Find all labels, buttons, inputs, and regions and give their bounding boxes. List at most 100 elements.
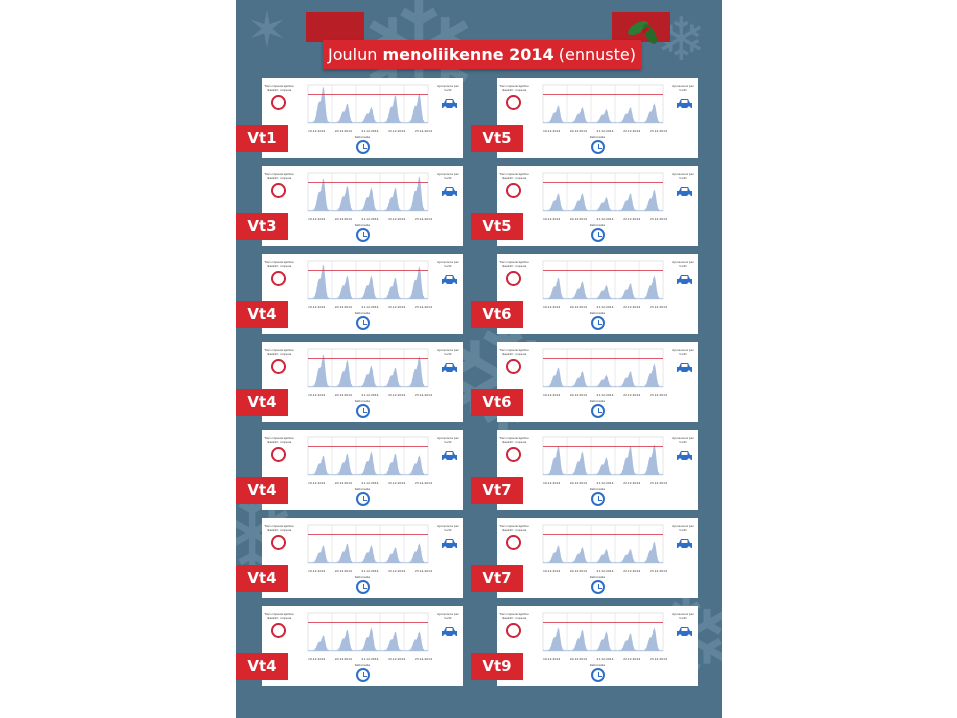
car-icon <box>677 99 692 110</box>
road-card: Tien nopeusrajoitus /keskim. nopeus Ajon… <box>497 518 698 598</box>
date-tick: 20.12.2014 <box>569 569 587 573</box>
left-axis-label: Tien nopeusrajoitus /keskim. nopeus <box>499 84 529 92</box>
traffic-chart <box>542 524 664 564</box>
road-label: Vt4 <box>236 301 288 328</box>
clock-icon <box>590 228 605 242</box>
date-tick: 22.12.2014 <box>623 481 641 485</box>
road-label: Vt9 <box>471 653 523 680</box>
x-axis-label: Kellonaika <box>589 575 606 579</box>
right-axis-label: Ajoneuvoa per tunti <box>437 84 459 92</box>
date-tick: 19.12.2014 <box>543 393 561 397</box>
date-tick: 20.12.2014 <box>569 481 587 485</box>
traffic-chart <box>542 84 664 124</box>
speedometer-icon <box>506 95 521 110</box>
left-axis-label: Tien nopeusrajoitus /keskim. nopeus <box>264 172 294 180</box>
date-tick: 22.12.2014 <box>623 129 641 133</box>
x-axis-label: Kellonaika <box>589 399 606 403</box>
clock-icon <box>590 316 605 330</box>
date-axis: 19.12.2014 20.12.2014 21.12.2014 22.12.2014… <box>543 393 667 397</box>
road-label: Vt1 <box>236 125 288 152</box>
date-tick: 20.12.2014 <box>334 569 352 573</box>
car-icon <box>677 627 692 638</box>
poster: ❄ ✶ ❄ ❄ ❄ ❄ Joulun menoliikenne 2014 (en… <box>236 0 722 718</box>
date-tick: 20.12.2014 <box>569 217 587 221</box>
date-tick: 21.12.2014 <box>361 393 379 397</box>
clock-icon <box>355 492 370 506</box>
date-tick: 23.12.2014 <box>649 569 667 573</box>
traffic-chart <box>307 172 429 212</box>
speedometer-icon <box>271 95 286 110</box>
date-tick: 21.12.2014 <box>361 129 379 133</box>
date-tick: 20.12.2014 <box>334 393 352 397</box>
date-tick: 22.12.2014 <box>388 129 406 133</box>
traffic-area <box>543 541 663 563</box>
car-icon <box>442 627 457 638</box>
date-tick: 21.12.2014 <box>596 305 614 309</box>
right-axis-label: Ajoneuvoa per tunti <box>672 436 694 444</box>
car-icon <box>677 275 692 286</box>
road-card: Tien nopeusrajoitus /keskim. nopeus Ajon… <box>262 166 463 246</box>
date-tick: 19.12.2014 <box>543 657 561 661</box>
x-axis-label: Kellonaika <box>354 663 371 667</box>
clock-icon <box>355 140 370 154</box>
right-axis-label: Ajoneuvoa per tunti <box>437 348 459 356</box>
date-axis: 19.12.2014 20.12.2014 21.12.2014 22.12.2014… <box>543 569 667 573</box>
traffic-chart <box>307 436 429 476</box>
left-axis-label: Tien nopeusrajoitus /keskim. nopeus <box>264 436 294 444</box>
road-card: Tien nopeusrajoitus /keskim. nopeus Ajon… <box>262 342 463 422</box>
date-tick: 19.12.2014 <box>308 393 326 397</box>
speedometer-icon <box>506 271 521 286</box>
traffic-area <box>308 627 428 651</box>
road-label: Vt7 <box>471 477 523 504</box>
road-label: Vt6 <box>471 389 523 416</box>
car-icon <box>677 187 692 198</box>
clock-icon <box>355 668 370 682</box>
clock-icon <box>590 404 605 418</box>
date-tick: 23.12.2014 <box>649 305 667 309</box>
speedometer-icon <box>506 447 521 462</box>
date-tick: 23.12.2014 <box>414 393 432 397</box>
right-axis-label: Ajoneuvoa per tunti <box>437 524 459 532</box>
speedometer-icon <box>271 183 286 198</box>
date-tick: 22.12.2014 <box>388 217 406 221</box>
date-tick: 22.12.2014 <box>388 393 406 397</box>
ribbon-tail <box>306 12 364 42</box>
date-tick: 19.12.2014 <box>308 481 326 485</box>
date-tick: 21.12.2014 <box>596 217 614 221</box>
date-tick: 21.12.2014 <box>596 393 614 397</box>
car-icon <box>442 539 457 550</box>
car-icon <box>677 363 692 374</box>
road-card: Tien nopeusrajoitus /keskim. nopeus Ajon… <box>262 430 463 510</box>
road-card: Tien nopeusrajoitus /keskim. nopeus Ajon… <box>262 606 463 686</box>
date-tick: 19.12.2014 <box>543 129 561 133</box>
date-axis: 19.12.2014 20.12.2014 21.12.2014 22.12.2014… <box>308 129 432 133</box>
date-tick: 21.12.2014 <box>361 569 379 573</box>
date-tick: 23.12.2014 <box>649 393 667 397</box>
road-card: Tien nopeusrajoitus /keskim. nopeus Ajon… <box>497 78 698 158</box>
left-axis-label: Tien nopeusrajoitus /keskim. nopeus <box>499 612 529 620</box>
speedometer-icon <box>506 359 521 374</box>
date-axis: 19.12.2014 20.12.2014 21.12.2014 22.12.2014… <box>543 129 667 133</box>
right-axis-label: Ajoneuvoa per tunti <box>672 524 694 532</box>
date-tick: 23.12.2014 <box>649 481 667 485</box>
traffic-area <box>543 443 663 475</box>
right-axis-label: Ajoneuvoa per tunti <box>672 84 694 92</box>
right-axis-label: Ajoneuvoa per tunti <box>437 172 459 180</box>
holly-icon <box>628 21 657 44</box>
date-tick: 19.12.2014 <box>543 305 561 309</box>
left-axis-label: Tien nopeusrajoitus /keskim. nopeus <box>264 84 294 92</box>
date-tick: 21.12.2014 <box>361 217 379 221</box>
date-tick: 22.12.2014 <box>623 569 641 573</box>
clock-icon <box>355 580 370 594</box>
date-axis: 19.12.2014 20.12.2014 21.12.2014 22.12.2014… <box>308 305 432 309</box>
speedometer-icon <box>271 623 286 638</box>
road-card: Tien nopeusrajoitus /keskim. nopeus Ajon… <box>262 518 463 598</box>
traffic-area <box>543 627 663 651</box>
x-axis-label: Kellonaika <box>354 223 371 227</box>
traffic-area <box>308 543 428 563</box>
road-card: Tien nopeusrajoitus /keskim. nopeus Ajon… <box>497 606 698 686</box>
x-axis-label: Kellonaika <box>354 135 371 139</box>
date-tick: 20.12.2014 <box>334 129 352 133</box>
x-axis-label: Kellonaika <box>354 487 371 491</box>
car-icon <box>442 275 457 286</box>
